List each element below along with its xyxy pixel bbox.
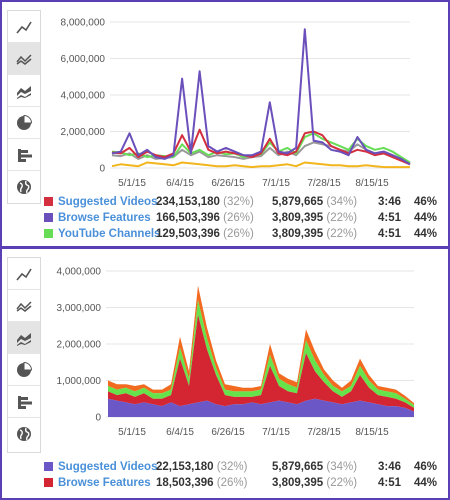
- series-line[interactable]: [111, 128, 411, 166]
- share-value: 44%: [414, 212, 438, 224]
- share-value: 46%: [414, 196, 438, 208]
- y-tick-label: 2,000,000: [57, 340, 102, 351]
- legend-series-name[interactable]: YouTube Channels: [58, 228, 161, 240]
- y-tick-label: 0: [99, 164, 105, 175]
- bar-chart-button[interactable]: [8, 139, 40, 171]
- legend-row[interactable]: Suggested Videos 22,153,180 (32%) 5,879,66…: [44, 459, 438, 475]
- pie-chart-icon: [17, 361, 33, 377]
- series-area[interactable]: [108, 398, 414, 417]
- legend-swatch: [44, 197, 53, 206]
- share-value: 44%: [414, 228, 438, 240]
- bar-chart-icon: [18, 395, 32, 409]
- legend-row[interactable]: Suggested Videos 234,153,180 (32%) 5,879,6…: [44, 194, 438, 210]
- views-value: 166,503,396 (26%): [156, 212, 254, 224]
- legend-series-name[interactable]: Browse Features: [58, 212, 151, 224]
- legend-row[interactable]: YouTube Channels 129,503,396 (26%) 3,809,3…: [44, 226, 438, 242]
- legend-swatch: [44, 213, 53, 222]
- x-tick-label: 6/4/15: [166, 427, 194, 438]
- x-tick-label: 7/1/15: [262, 178, 290, 189]
- top-chart-panel: 0 2,000,000 4,000,000 6,000,000 8,000,000 5/1…: [0, 0, 450, 248]
- globe-icon: [17, 180, 31, 194]
- y-tick-label: 8,000,000: [61, 18, 106, 29]
- legend-swatch: [44, 462, 53, 471]
- x-tick-label: 5/1/15: [118, 427, 146, 438]
- watch-time-value: 3,809,395 (22%): [272, 212, 358, 224]
- chart-legend: Suggested Videos 22,153,180 (32%) 5,879,66…: [44, 459, 438, 491]
- share-value: 44%: [414, 477, 438, 489]
- y-tick-label: 1,000,000: [57, 376, 102, 387]
- avg-duration-value: 4:51: [378, 228, 402, 240]
- x-tick-label: 5/1/15: [118, 178, 146, 189]
- chart-type-toolbar: [7, 10, 41, 204]
- area-chart-button[interactable]: [8, 75, 40, 107]
- bar-chart-button[interactable]: [8, 386, 40, 418]
- legend-series-name[interactable]: Browse Features: [58, 477, 151, 489]
- x-tick-label: 8/15/15: [355, 178, 389, 189]
- x-tick-label: 8/15/15: [355, 427, 389, 438]
- y-tick-label: 6,000,000: [61, 54, 106, 65]
- series-line[interactable]: [111, 28, 411, 166]
- area-chart-icon: [17, 332, 31, 346]
- x-tick-label: 7/1/15: [262, 427, 290, 438]
- legend-series-name[interactable]: Suggested Videos: [58, 461, 158, 473]
- x-tick-label: 6/4/15: [166, 178, 194, 189]
- globe-button[interactable]: [8, 171, 40, 203]
- globe-button[interactable]: [8, 418, 40, 450]
- watch-time-value: 5,879,665 (34%): [272, 196, 358, 208]
- legend-row[interactable]: Browse Features 166,503,396 (26%) 3,809,39…: [44, 210, 438, 226]
- avg-duration-value: 4:51: [378, 212, 402, 224]
- area-chart-button[interactable]: [8, 322, 40, 354]
- x-tick-label: 7/28/15: [307, 427, 341, 438]
- chart-type-toolbar: [7, 257, 41, 453]
- stacked-area-chart: 0 1,000,000 2,000,000 3,000,000 4,000,000 5/1…: [57, 267, 414, 438]
- line-chart-button[interactable]: [8, 11, 40, 43]
- x-tick-label: 7/28/15: [307, 178, 341, 189]
- legend-row[interactable]: Browse Features 18,503,396 (26%) 3,809,395…: [44, 475, 438, 491]
- views-value: 234,153,180 (32%): [156, 196, 254, 208]
- legend-series-name[interactable]: Suggested Videos: [58, 196, 158, 208]
- globe-icon: [17, 427, 31, 441]
- bar-chart-icon: [18, 148, 32, 162]
- x-tick-label: 6/26/15: [211, 178, 245, 189]
- pie-chart-button[interactable]: [8, 107, 40, 139]
- views-value: 129,503,396 (26%): [156, 228, 254, 240]
- views-value: 18,503,396 (26%): [156, 477, 248, 489]
- bottom-chart-panel: 0 1,000,000 2,000,000 3,000,000 4,000,000 5/1…: [0, 247, 450, 500]
- series-area[interactable]: [108, 314, 414, 412]
- views-value: 22,153,180 (32%): [156, 461, 248, 473]
- x-tick-label: 6/26/15: [211, 427, 245, 438]
- y-tick-label: 4,000,000: [61, 91, 106, 102]
- line-chart-button[interactable]: [8, 258, 40, 290]
- multi-line-chart-icon: [16, 300, 32, 312]
- watch-time-value: 5,879,665 (34%): [272, 461, 358, 473]
- y-tick-label: 3,000,000: [57, 303, 102, 314]
- multi-line-chart-button[interactable]: [8, 43, 40, 75]
- legend-swatch: [44, 478, 53, 487]
- series-line[interactable]: [111, 161, 410, 169]
- pie-chart-icon: [17, 114, 33, 130]
- multi-line-chart-button[interactable]: [8, 290, 40, 322]
- line-chart-icon: [16, 21, 32, 34]
- avg-duration-value: 4:51: [378, 477, 402, 489]
- share-value: 46%: [414, 461, 438, 473]
- y-tick-label: 4,000,000: [57, 267, 102, 278]
- pie-chart-button[interactable]: [8, 354, 40, 386]
- line-chart-icon: [16, 268, 32, 281]
- area-chart-icon: [17, 85, 31, 99]
- y-tick-label: 0: [95, 413, 101, 424]
- legend-swatch: [44, 229, 53, 238]
- watch-time-value: 3,809,395 (22%): [272, 228, 358, 240]
- avg-duration-value: 3:46: [378, 461, 402, 473]
- chart-legend: Suggested Videos 234,153,180 (32%) 5,879,6…: [44, 194, 438, 242]
- avg-duration-value: 3:46: [378, 196, 402, 208]
- y-tick-label: 2,000,000: [61, 127, 106, 138]
- multi-line-chart-icon: [16, 53, 32, 65]
- watch-time-value: 3,809,395 (22%): [272, 477, 358, 489]
- line-chart: 0 2,000,000 4,000,000 6,000,000 8,000,000 5/1…: [61, 18, 411, 189]
